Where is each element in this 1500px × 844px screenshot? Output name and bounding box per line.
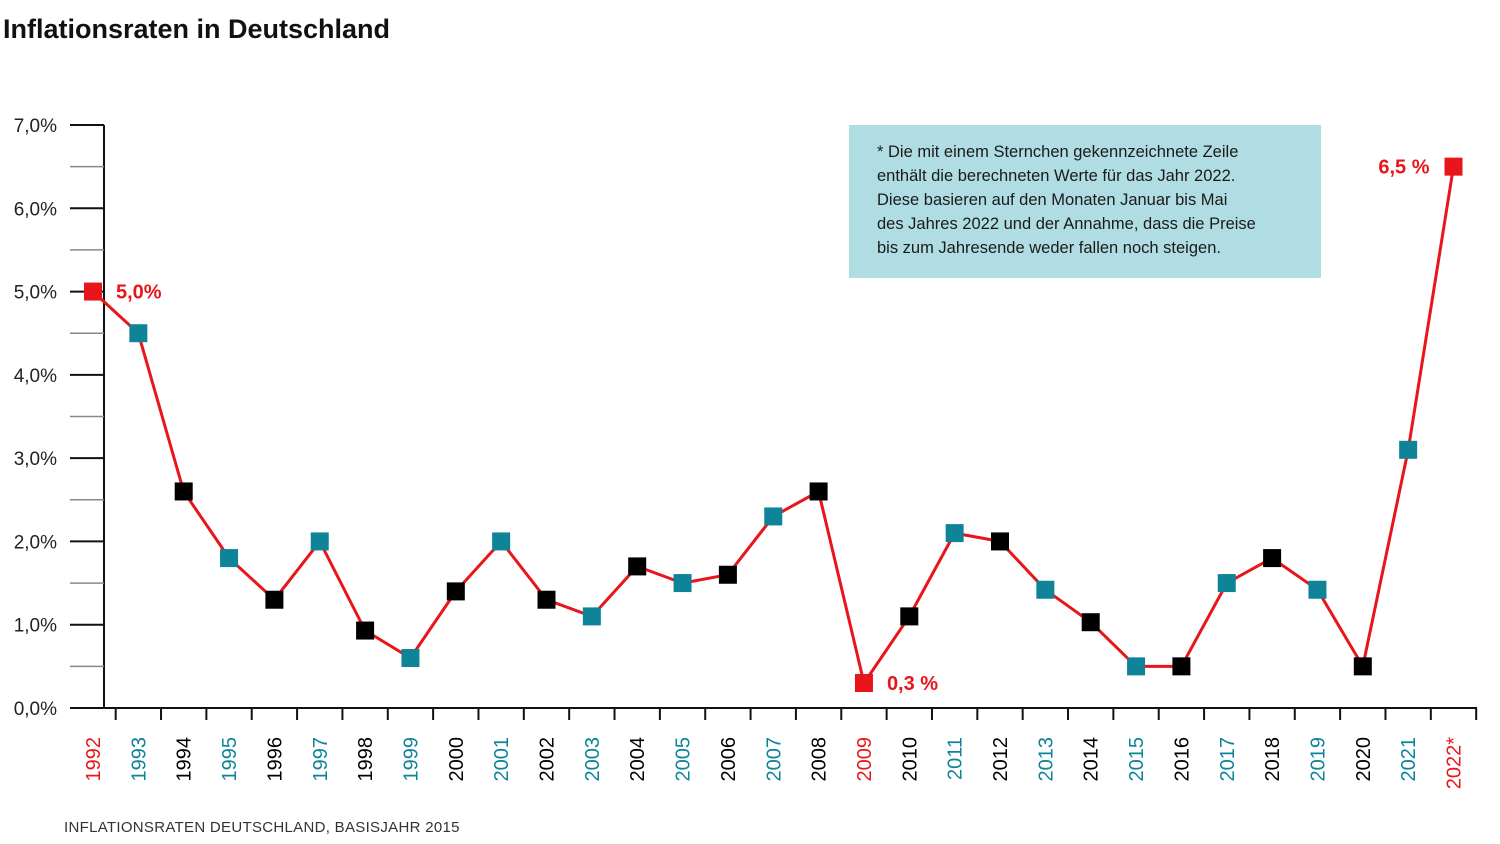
source-note: INFLATIONSRATEN DEUTSCHLAND, BASISJAHR 2…	[64, 819, 460, 836]
note-box: * Die mit einem Sternchen gekennzeichnet…	[849, 125, 1321, 278]
x-tick-label: 1994	[174, 737, 196, 782]
data-point-marker	[673, 574, 692, 593]
x-tick-label: 2011	[945, 737, 967, 780]
data-point-marker	[1444, 157, 1463, 176]
data-point-marker	[492, 532, 511, 551]
x-tick-label: 1996	[264, 737, 286, 782]
x-tick-label: 1997	[310, 737, 332, 782]
x-tick-label: 2010	[899, 737, 921, 782]
data-point-marker	[854, 674, 873, 693]
x-tick-label: 2020	[1353, 737, 1375, 782]
x-tick-label: 2002	[537, 737, 559, 782]
axes	[70, 124, 1478, 720]
x-tick-label: 2004	[627, 737, 649, 782]
x-tick-label: 2001	[491, 737, 513, 782]
y-tick-label: 0,0%	[14, 699, 57, 720]
note-line: Diese basieren auf den Monaten Januar bi…	[877, 191, 1227, 209]
x-tick-label: 2021	[1398, 737, 1420, 782]
x-tick-label: 2019	[1307, 737, 1329, 782]
data-point-marker	[718, 565, 737, 584]
y-tick-label: 3,0%	[14, 449, 57, 470]
y-tick-label: 2,0%	[14, 532, 57, 553]
note-line: des Jahres 2022 und der Annahme, dass di…	[877, 215, 1256, 233]
x-tick-label: 1998	[355, 737, 377, 782]
y-tick-label: 4,0%	[14, 366, 57, 387]
data-point-marker	[764, 507, 783, 526]
data-point-marker	[1399, 440, 1418, 459]
note-box-background	[849, 125, 1321, 278]
data-point-marker	[1081, 613, 1100, 632]
x-tick-label: 2003	[582, 737, 604, 782]
y-tick-label: 6,0%	[14, 199, 57, 220]
y-tick-label: 1,0%	[14, 616, 57, 637]
x-tick-label: 2000	[446, 737, 468, 782]
data-point-marker	[1353, 657, 1372, 676]
x-tick-label: 2015	[1126, 737, 1148, 782]
markers	[84, 157, 1463, 693]
data-point-marker	[1308, 580, 1327, 599]
data-point-marker	[356, 621, 375, 640]
x-tick-label: 2005	[673, 737, 695, 782]
data-point-marker	[220, 549, 239, 568]
x-tick-label: 2013	[1035, 737, 1057, 782]
x-tick-label: 2017	[1217, 737, 1239, 782]
note-line: bis zum Jahresende weder fallen noch ste…	[877, 239, 1221, 257]
x-tick-label: 2014	[1081, 737, 1103, 782]
data-point-marker	[265, 590, 284, 609]
data-label: 5,0%	[116, 282, 162, 304]
data-label: 0,3 %	[887, 673, 938, 695]
data-point-marker	[310, 532, 329, 551]
x-tick-label: 1992	[83, 737, 105, 782]
data-point-marker	[537, 590, 556, 609]
note-line: enthält die berechneten Werte für das Ja…	[877, 167, 1235, 185]
data-point-marker	[628, 557, 647, 576]
data-point-marker	[129, 324, 148, 343]
data-point-marker	[84, 282, 102, 301]
data-point-marker	[900, 607, 919, 626]
data-label: 6,5 %	[1378, 157, 1429, 179]
data-point-marker	[1217, 574, 1236, 593]
data-point-marker	[446, 582, 465, 601]
data-point-marker	[991, 532, 1009, 551]
x-tick-label: 2008	[809, 737, 831, 782]
y-tick-label: 7,0%	[14, 116, 57, 137]
x-tick-label: 2022*	[1444, 737, 1466, 789]
x-tick-label: 2009	[854, 737, 876, 782]
x-tick-label: 2018	[1262, 737, 1284, 782]
labels: 0,0% 1,0% 2,0% 3,0% 4,0% 5,0% 6,0% 7,0% 1992 1993…	[14, 116, 1466, 789]
chart-title: Inflationsraten in Deutschland	[3, 14, 390, 44]
x-tick-label: 2016	[1171, 737, 1193, 782]
data-point-marker	[945, 524, 964, 543]
data-point-marker	[174, 482, 193, 501]
x-tick-label: 1995	[219, 737, 241, 782]
x-tick-label: 2006	[718, 737, 740, 782]
x-tick-label: 2007	[763, 737, 785, 782]
data-point-marker	[582, 607, 601, 626]
data-point-marker	[809, 482, 828, 501]
data-point-marker	[1036, 580, 1055, 599]
data-point-marker	[1263, 549, 1282, 568]
data-point-marker	[1127, 657, 1146, 676]
x-tick-label: 1993	[128, 737, 150, 782]
x-tick-label: 1999	[400, 737, 422, 782]
data-point-marker	[401, 649, 420, 668]
note-line: * Die mit einem Sternchen gekennzeichnet…	[877, 143, 1238, 161]
x-tick-label: 2012	[990, 737, 1012, 782]
data-point-marker	[1172, 657, 1191, 676]
y-tick-label: 5,0%	[14, 283, 57, 304]
